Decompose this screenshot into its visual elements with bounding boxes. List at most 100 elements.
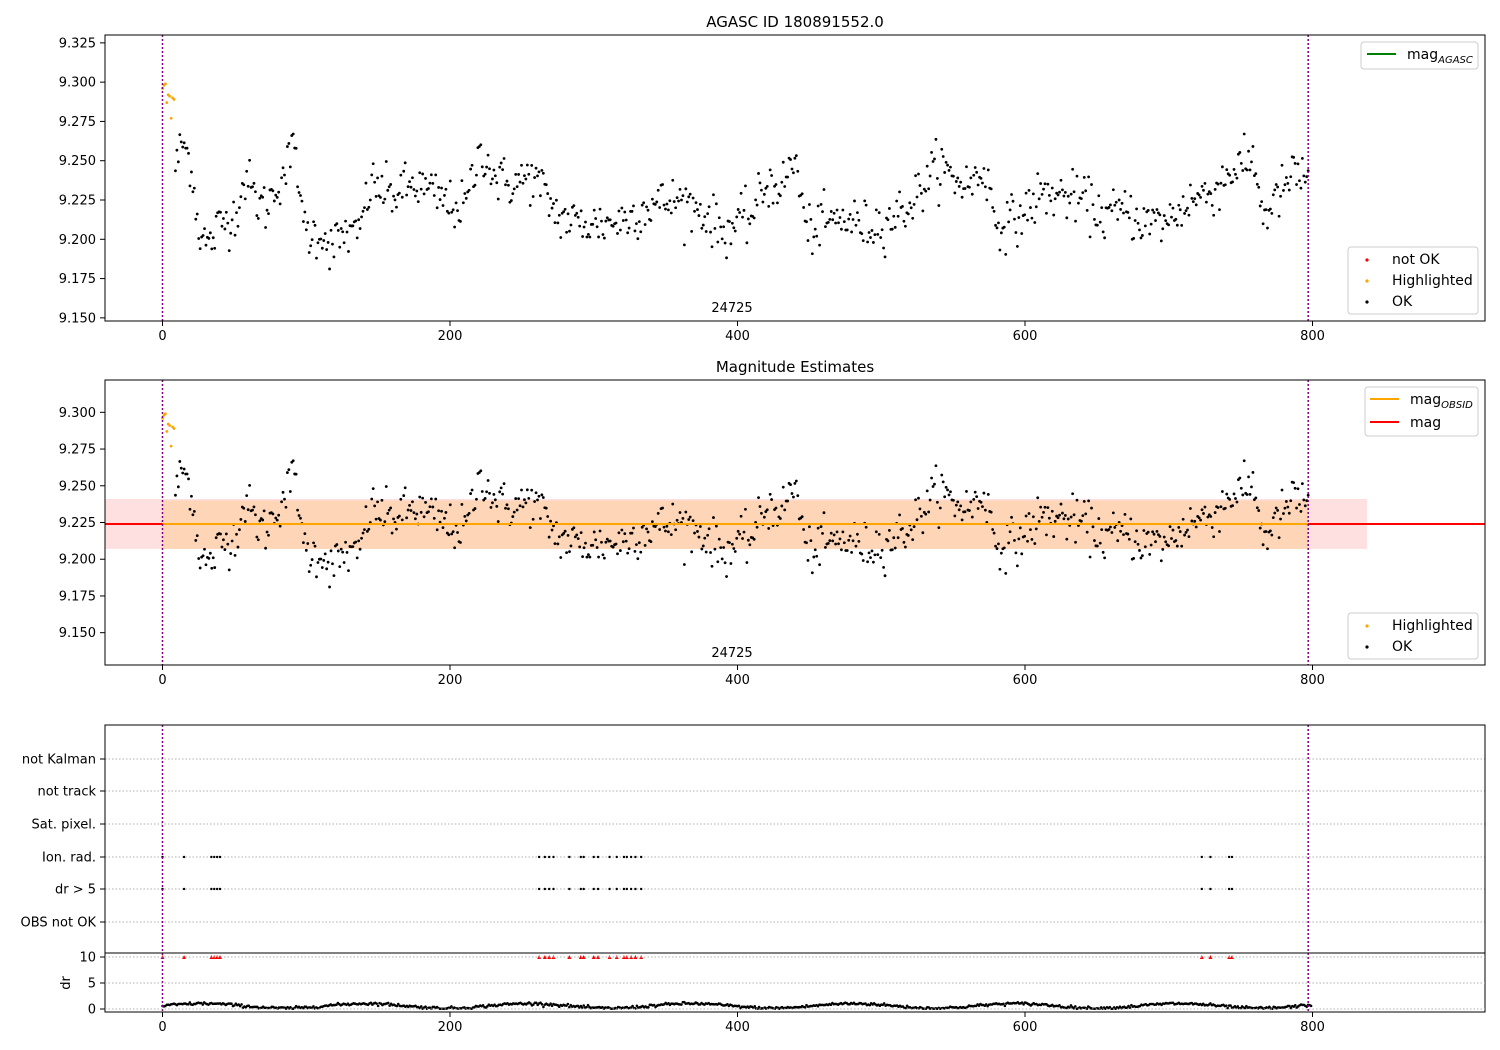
ok-point: [438, 198, 442, 201]
ok-point: [1228, 173, 1232, 177]
ok-point: [336, 549, 340, 553]
ok-point: [1017, 216, 1021, 219]
ok-point: [1248, 168, 1252, 172]
ok-point: [288, 165, 292, 169]
ok-point: [869, 556, 872, 559]
ok-point: [812, 555, 816, 559]
ok-point: [934, 137, 938, 141]
ok-point: [427, 187, 430, 190]
ok-point: [540, 493, 544, 497]
ok-point: [1266, 226, 1269, 230]
magnitude-estimates-panel: Magnitude Estimates 0 200 400 600 800 9.1509…: [59, 358, 1486, 688]
panel1-x-axis: 0 200 400 600 800: [158, 321, 1325, 344]
ok-point: [953, 514, 957, 518]
flag-point: [622, 887, 626, 891]
ok-point: [1191, 200, 1195, 203]
ok-point: [461, 201, 465, 205]
ok-point: [1097, 517, 1101, 520]
ok-point: [191, 190, 195, 194]
ok-point: [347, 250, 350, 253]
ok-point: [536, 498, 539, 502]
ok-point: [877, 532, 881, 536]
ok-point: [903, 224, 907, 228]
ok-point: [688, 192, 692, 196]
ok-point: [1193, 197, 1197, 201]
ok-point: [553, 542, 557, 546]
ok-point: [995, 547, 999, 550]
ok-point: [299, 516, 302, 520]
ok-point: [329, 228, 333, 232]
flag-row-label: Sat. pixel.: [32, 818, 96, 833]
ok-point: [376, 176, 379, 180]
ok-point: [537, 494, 541, 498]
ok-point: [281, 166, 285, 170]
ok-point: [742, 530, 746, 534]
ok-point: [1113, 203, 1117, 207]
ok-point: [869, 236, 872, 239]
flag-point: [582, 887, 585, 891]
ok-point: [716, 240, 720, 244]
ok-point: [280, 500, 283, 504]
ok-point: [1232, 492, 1236, 496]
ok-point: [691, 519, 695, 523]
ok-point: [921, 531, 925, 535]
ok-point: [323, 552, 327, 556]
ok-point: [262, 186, 266, 189]
ok-point: [917, 172, 920, 176]
ok-point: [605, 216, 609, 220]
agasc-panel: AGASC ID 180891552.0 0 200 400 600 800 9.150…: [59, 13, 1486, 344]
dr-point: [868, 1003, 872, 1007]
ok-point: [243, 197, 247, 201]
ok-point: [937, 204, 941, 207]
ok-point: [741, 215, 744, 219]
ok-point: [1027, 512, 1031, 515]
ok-point: [658, 528, 662, 531]
ok-point: [1161, 227, 1165, 231]
ok-point: [1298, 179, 1301, 183]
ok-point: [1210, 204, 1214, 207]
ok-point: [669, 211, 673, 215]
ok-point: [1289, 499, 1293, 503]
dr-point: [450, 1005, 453, 1008]
ok-point: [267, 212, 270, 216]
ok-point: [1210, 526, 1214, 529]
ok-point: [441, 526, 445, 530]
ok-point: [470, 163, 474, 167]
ok-point: [872, 241, 875, 244]
highlighted-point: [168, 424, 172, 427]
ok-point: [1084, 512, 1088, 516]
ok-point: [771, 201, 775, 205]
ok-point: [1034, 527, 1038, 531]
ok-point: [1127, 216, 1131, 220]
ok-point: [1257, 509, 1261, 512]
legend-ok-label: OK: [1392, 294, 1413, 310]
ok-point: [857, 218, 861, 222]
dr-point: [1003, 1004, 1007, 1008]
dr-point: [652, 1003, 656, 1007]
ok-point: [587, 233, 590, 236]
ok-point: [1087, 175, 1091, 179]
flag-point: [215, 887, 219, 891]
ok-point: [373, 504, 377, 508]
ok-point: [691, 196, 695, 200]
ok-point: [584, 541, 587, 545]
dr-point: [1268, 1005, 1271, 1009]
flag-point: [218, 855, 222, 859]
ok-point: [892, 536, 896, 540]
highlighted-point: [169, 444, 173, 448]
ok-point: [364, 181, 368, 185]
dr-clipped-marker: [596, 955, 601, 959]
y-tick-label: 9.225: [59, 194, 96, 209]
ok-point: [739, 191, 743, 195]
ok-point: [1180, 223, 1184, 227]
ok-point: [687, 518, 691, 521]
ok-point: [227, 249, 231, 253]
ok-point: [370, 173, 374, 177]
ok-point: [1245, 493, 1249, 496]
ok-point: [1186, 206, 1189, 210]
ok-point: [800, 192, 804, 196]
ok-point: [319, 557, 323, 561]
ok-point: [1093, 539, 1096, 542]
ok-point: [243, 520, 247, 523]
